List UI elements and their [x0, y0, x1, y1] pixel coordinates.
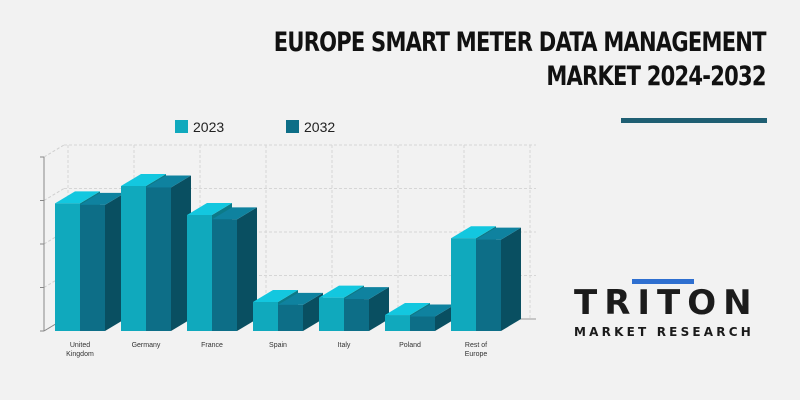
bar-front — [121, 186, 146, 331]
chart-title: EUROPE SMART METER DATA MANAGEMENT MARKE… — [274, 26, 767, 94]
bar-2032-spain — [278, 292, 323, 331]
bar-side — [237, 207, 257, 331]
bar-side — [501, 227, 521, 331]
title-underline — [621, 118, 767, 123]
bar-front — [344, 299, 369, 331]
bar-top — [451, 226, 496, 239]
bar-top — [385, 303, 430, 316]
bar-2032-united-kingdom — [80, 192, 125, 331]
chart-legend: 2023 2032 — [175, 119, 335, 135]
bar-top — [80, 192, 125, 205]
bar-top — [55, 191, 100, 204]
triton-logo: TRITON MARKET RESEARCH — [574, 279, 764, 345]
x-tick-label: Spain — [269, 342, 287, 349]
chart-title-line2: MARKET 2024-2032 — [546, 61, 767, 92]
chart-bars — [55, 174, 521, 331]
bar-top — [344, 287, 389, 300]
bar-front — [278, 304, 303, 331]
bar-top — [121, 174, 166, 186]
logo-name: TRITON — [574, 283, 759, 323]
bar-top — [253, 290, 298, 302]
x-tick-label: Poland — [399, 342, 421, 349]
legend-swatch-2023 — [175, 120, 188, 133]
x-tick-label: United — [70, 342, 90, 349]
bar-front — [55, 203, 80, 331]
bar-front — [253, 302, 278, 331]
legend-label-2032: 2032 — [304, 119, 335, 135]
bar-side — [369, 287, 389, 331]
x-tick-label: Rest of — [465, 342, 487, 349]
bar-side — [435, 304, 455, 331]
x-tick-label: Kingdom — [66, 351, 94, 358]
bar-top — [212, 207, 257, 220]
bar-side — [303, 292, 323, 331]
grid-line-diagonal — [43, 144, 65, 158]
logo-tagline: MARKET RESEARCH — [574, 325, 754, 339]
bar-top — [410, 304, 455, 317]
x-tick-label: Germany — [132, 342, 161, 349]
bar-front — [410, 316, 435, 331]
bar-2032-poland — [410, 304, 455, 331]
logo-accent-bar — [632, 279, 694, 284]
bar-front — [146, 187, 171, 331]
bar-top — [187, 203, 232, 215]
bar-top — [476, 227, 521, 240]
x-tick-labels: United Kingdom Germany France Spain Italy Pola… — [66, 342, 487, 358]
x-tick-label: France — [201, 342, 223, 349]
bar-side — [105, 192, 125, 331]
grid-line-diagonal — [43, 231, 65, 245]
grid-line-diagonal — [43, 275, 65, 288]
bar-front — [319, 297, 344, 331]
bar-front — [212, 219, 237, 331]
bar-front — [451, 238, 476, 331]
bar-front — [385, 315, 410, 331]
bar-front — [476, 239, 501, 331]
bar-2032-italy — [344, 287, 389, 331]
bar-2032-rest-of-europe — [476, 227, 521, 331]
grid-line-diagonal — [43, 188, 65, 201]
bar-2032-germany — [146, 175, 191, 331]
x-tick-label: Europe — [465, 351, 488, 358]
chart-title-line1: EUROPE SMART METER DATA MANAGEMENT — [274, 27, 767, 58]
x-tick-label: Italy — [338, 342, 351, 349]
legend-label-2023: 2023 — [193, 119, 224, 135]
bar-2032-france — [212, 207, 257, 331]
bar-top — [278, 292, 323, 305]
bar-top — [319, 285, 364, 298]
bar-front — [187, 215, 212, 331]
bar-side — [171, 175, 191, 331]
bar-top — [146, 175, 191, 188]
legend-swatch-2032 — [286, 120, 299, 133]
bar-front — [80, 204, 105, 331]
